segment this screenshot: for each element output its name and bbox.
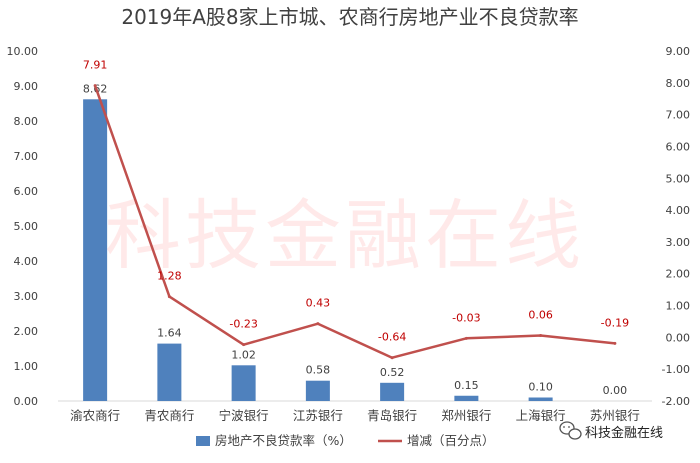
chart-title: 2019年A股8家上市城、农商行房地产业不良贷款率 [121, 5, 578, 29]
right-tick-label: 1.00 [666, 300, 691, 313]
bar [83, 99, 108, 402]
category-label: 上海银行 [516, 408, 566, 423]
bar-series: 8.621.641.020.58 0.520.15 0.10 0.00 [83, 82, 628, 402]
line-data-label: 7.91 [83, 59, 108, 72]
brand-name: 科技金融在线 [585, 425, 663, 441]
left-tick-label: 5.00 [14, 220, 39, 233]
left-tick-label: 3.00 [14, 290, 39, 303]
bar [528, 397, 553, 401]
category-label: 渝农商行 [70, 408, 120, 423]
right-axis-ticks: -2.00 -1.00 0.00 1.00 2.00 3.00 4.00 5.00 6.00 7.… [662, 45, 690, 408]
category-label: 江苏银行 [293, 408, 343, 423]
line-point [93, 84, 97, 88]
right-tick-label: -2.00 [662, 395, 690, 408]
right-tick-label: -1.00 [662, 363, 690, 376]
line-data-label: 1.28 [157, 270, 182, 283]
category-label: 宁波银行 [219, 408, 269, 423]
left-axis-ticks: 0.00 1.00 2.00 3.00 4.00 5.00 6.00 7.00 8.00 9.00… [7, 45, 39, 408]
line-path [93, 85, 616, 359]
category-label: 青农商行 [144, 408, 194, 423]
left-tick-label: 2.00 [14, 325, 39, 338]
right-tick-label: 6.00 [666, 140, 691, 153]
bar [305, 380, 330, 401]
line-data-label: -0.64 [378, 331, 406, 344]
category-label: 郑州银行 [441, 408, 491, 423]
bar [231, 365, 256, 401]
left-tick-label: 7.00 [14, 150, 39, 163]
bar-data-label: 0.15 [454, 379, 479, 392]
right-tick-label: 0.00 [666, 331, 691, 344]
legend-line-label: 增减（百分点） [407, 433, 495, 448]
bar-data-label: 0.58 [306, 364, 331, 377]
line-series: 7.91 1.28 -0.23 0.43 -0.64 -0.03 0.06 -0.19 [83, 59, 629, 360]
bar-data-label: 0.10 [528, 381, 553, 394]
line-data-label: 0.43 [306, 297, 331, 310]
line-data-label: -0.23 [229, 318, 257, 331]
right-tick-label: 9.00 [666, 45, 691, 58]
line-point [167, 295, 171, 299]
legend: 房地产不良贷款率（%） 增减（百分点） [196, 433, 495, 448]
left-tick-label: 6.00 [14, 185, 39, 198]
legend-bar-swatch [196, 436, 210, 446]
bar [157, 343, 182, 401]
line-point [390, 356, 394, 360]
watermark-text: 科技金融在线 [105, 191, 585, 280]
left-tick-label: 1.00 [14, 360, 39, 373]
right-tick-label: 4.00 [666, 204, 691, 217]
brand: 科技金融在线 [559, 421, 663, 441]
category-labels: 渝农商行 青农商行 宁波银行 江苏银行 青岛银行 郑州银行 上海银行 苏州银行 [70, 408, 640, 423]
line-data-label: -0.19 [601, 316, 629, 329]
bar-data-label: 0.00 [603, 384, 628, 397]
bar [454, 395, 479, 401]
left-tick-label: 10.00 [7, 45, 39, 58]
legend-bar-label: 房地产不良贷款率（%） [215, 433, 352, 448]
line-data-label: -0.03 [452, 311, 480, 324]
line-point [316, 322, 320, 326]
right-tick-label: 3.00 [666, 236, 691, 249]
right-tick-label: 7.00 [666, 109, 691, 122]
line-data-label: 0.06 [528, 308, 553, 321]
category-label: 苏州银行 [590, 408, 640, 423]
left-tick-label: 8.00 [14, 115, 39, 128]
left-tick-label: 9.00 [14, 80, 39, 93]
right-tick-label: 2.00 [666, 268, 691, 281]
line-point [464, 336, 468, 340]
right-tick-label: 8.00 [666, 77, 691, 90]
category-label: 青岛银行 [367, 408, 417, 423]
line-point [613, 341, 617, 345]
line-point [242, 343, 246, 347]
bar-data-label: 1.64 [157, 327, 182, 340]
bar [380, 382, 405, 401]
right-tick-label: 5.00 [666, 172, 691, 185]
line-point [539, 333, 543, 337]
left-tick-label: 4.00 [14, 255, 39, 268]
left-tick-label: 0.00 [14, 395, 39, 408]
bar-data-label: 0.52 [380, 366, 405, 379]
wechat-icon [559, 421, 582, 440]
bar-data-label: 1.02 [231, 348, 256, 361]
